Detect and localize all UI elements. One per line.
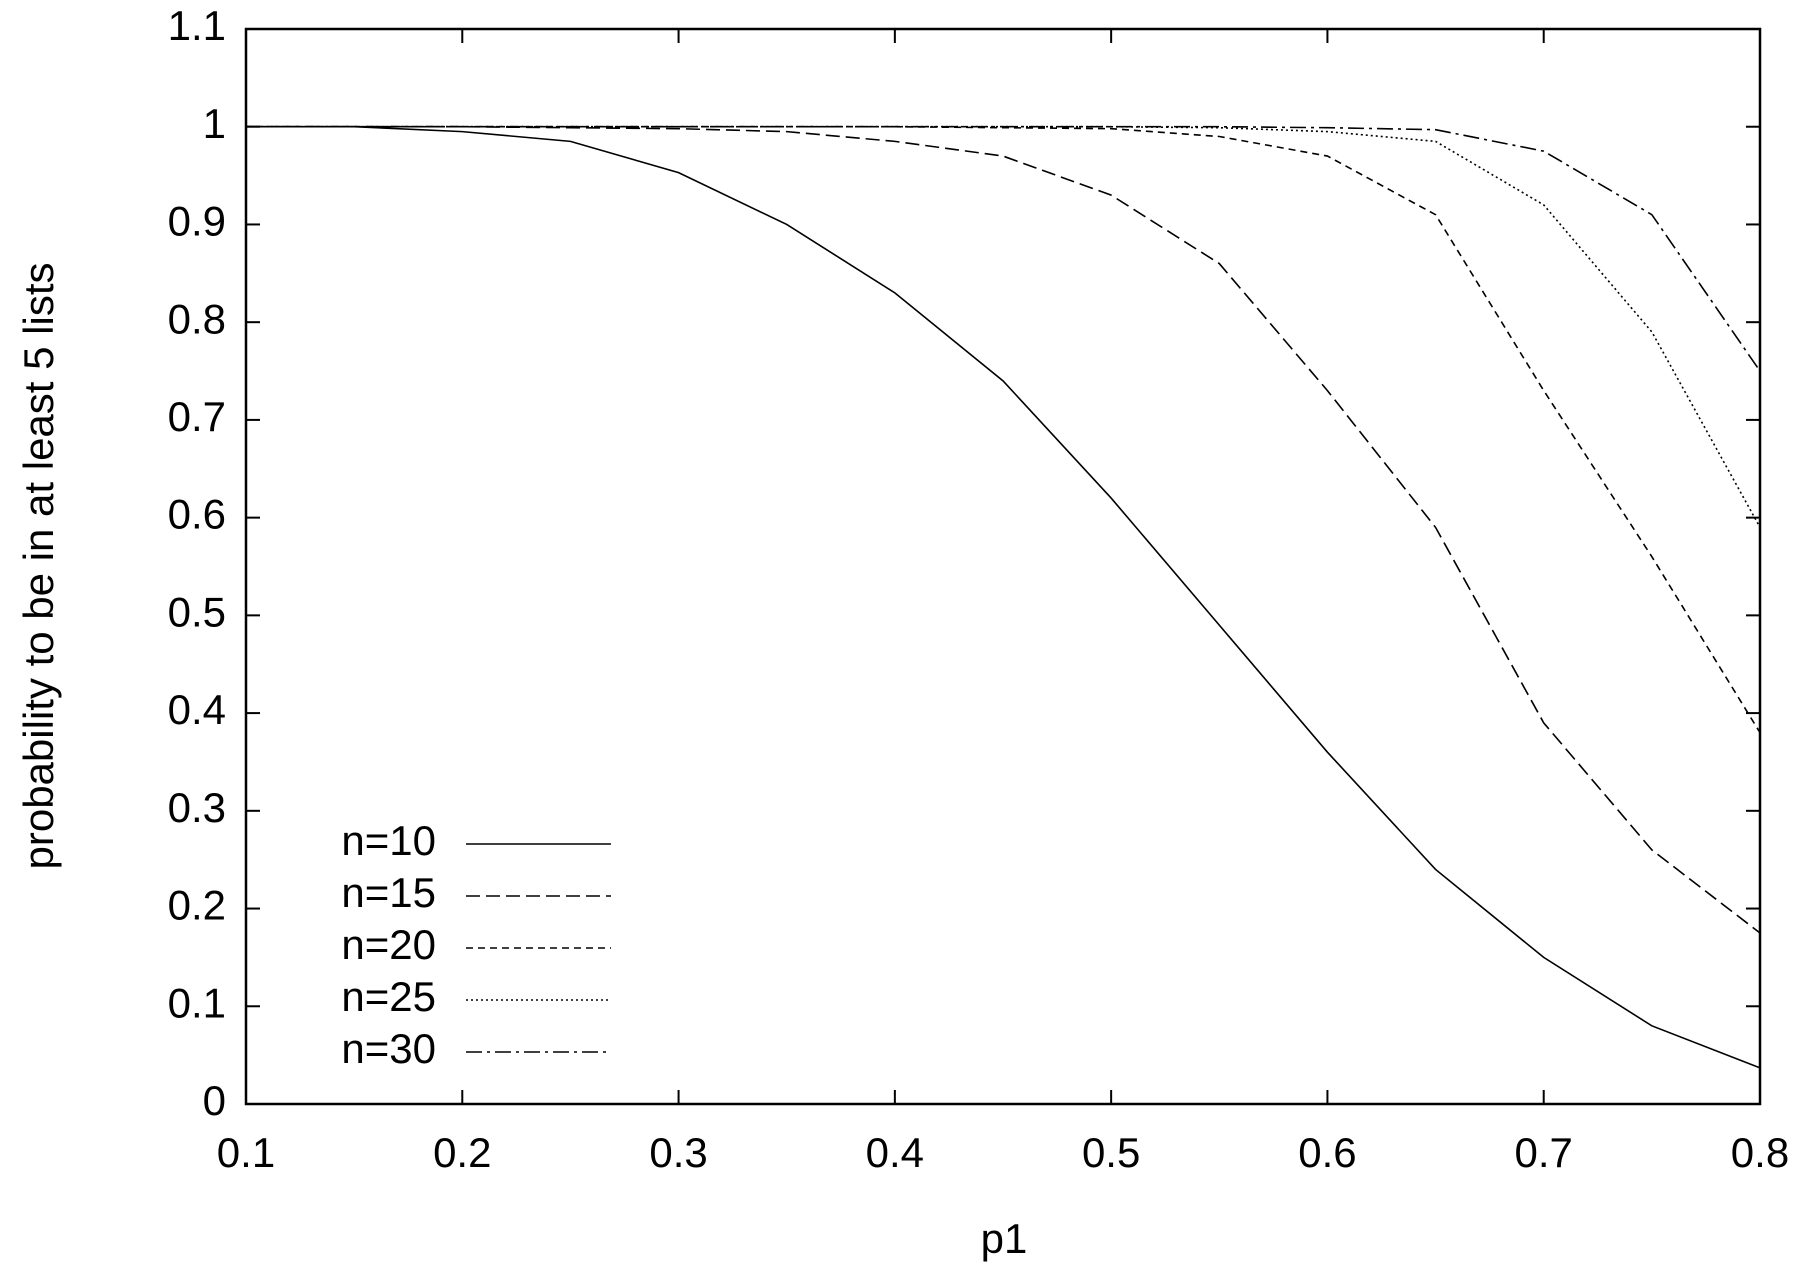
x-tick-label: 0.6 [1298, 1129, 1356, 1176]
series-line [246, 125, 1761, 1069]
x-tick-label: 0.4 [866, 1129, 924, 1176]
y-tick-label: 0.3 [168, 784, 226, 831]
x-tick-label: 0.2 [433, 1129, 491, 1176]
y-tick-label: 1 [203, 100, 226, 147]
series-line [246, 125, 1761, 372]
x-tick-label: 0.5 [1082, 1129, 1140, 1176]
legend-label: n=15 [341, 869, 436, 916]
y-tick-label: 0.7 [168, 393, 226, 440]
legend-label: n=25 [341, 973, 436, 1020]
x-tick-label: 0.7 [1515, 1129, 1573, 1176]
plot-frame [244, 27, 1762, 1106]
series-line [246, 125, 1761, 528]
y-tick-label: 0 [203, 1077, 226, 1124]
x-axis-label: p1 [981, 1215, 1028, 1262]
y-tick-label: 0.2 [168, 882, 226, 929]
legend-label: n=10 [341, 817, 436, 864]
x-tick-label: 0.8 [1731, 1129, 1789, 1176]
legend-label: n=30 [341, 1025, 436, 1072]
y-axis-label: probability to be in at least 5 lists [15, 263, 62, 870]
x-tick-label: 0.1 [217, 1129, 275, 1176]
y-tick-label: 1.1 [168, 2, 226, 49]
y-tick-label: 0.6 [168, 491, 226, 538]
series-line [246, 125, 1761, 934]
series-line [246, 125, 1761, 734]
x-tick-label: 0.3 [649, 1129, 707, 1176]
y-tick-label: 0.9 [168, 198, 226, 245]
y-tick-label: 0.4 [168, 686, 226, 733]
y-tick-label: 0.1 [168, 979, 226, 1026]
legend-label: n=20 [341, 921, 436, 968]
y-tick-label: 0.5 [168, 588, 226, 635]
y-tick-label: 0.8 [168, 295, 226, 342]
